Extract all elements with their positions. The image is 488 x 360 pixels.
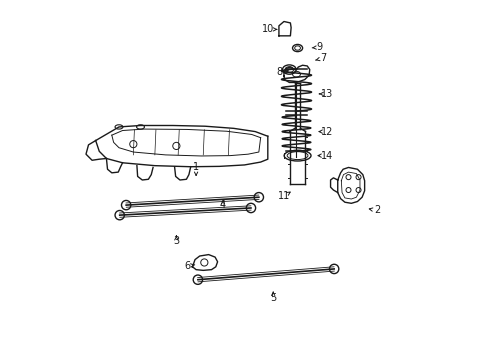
Text: 11: 11 — [277, 191, 289, 201]
Text: 6: 6 — [183, 261, 190, 271]
Text: 8: 8 — [276, 67, 282, 77]
Text: 10: 10 — [261, 24, 273, 35]
Text: 13: 13 — [320, 89, 332, 99]
Text: 3: 3 — [173, 236, 179, 246]
Text: 4: 4 — [220, 200, 225, 210]
Text: 9: 9 — [316, 42, 322, 52]
Text: 7: 7 — [320, 53, 326, 63]
Text: 14: 14 — [320, 150, 332, 161]
Text: 2: 2 — [373, 206, 380, 216]
Text: 12: 12 — [320, 127, 332, 136]
Text: 5: 5 — [269, 293, 276, 303]
Text: 1: 1 — [193, 162, 199, 172]
